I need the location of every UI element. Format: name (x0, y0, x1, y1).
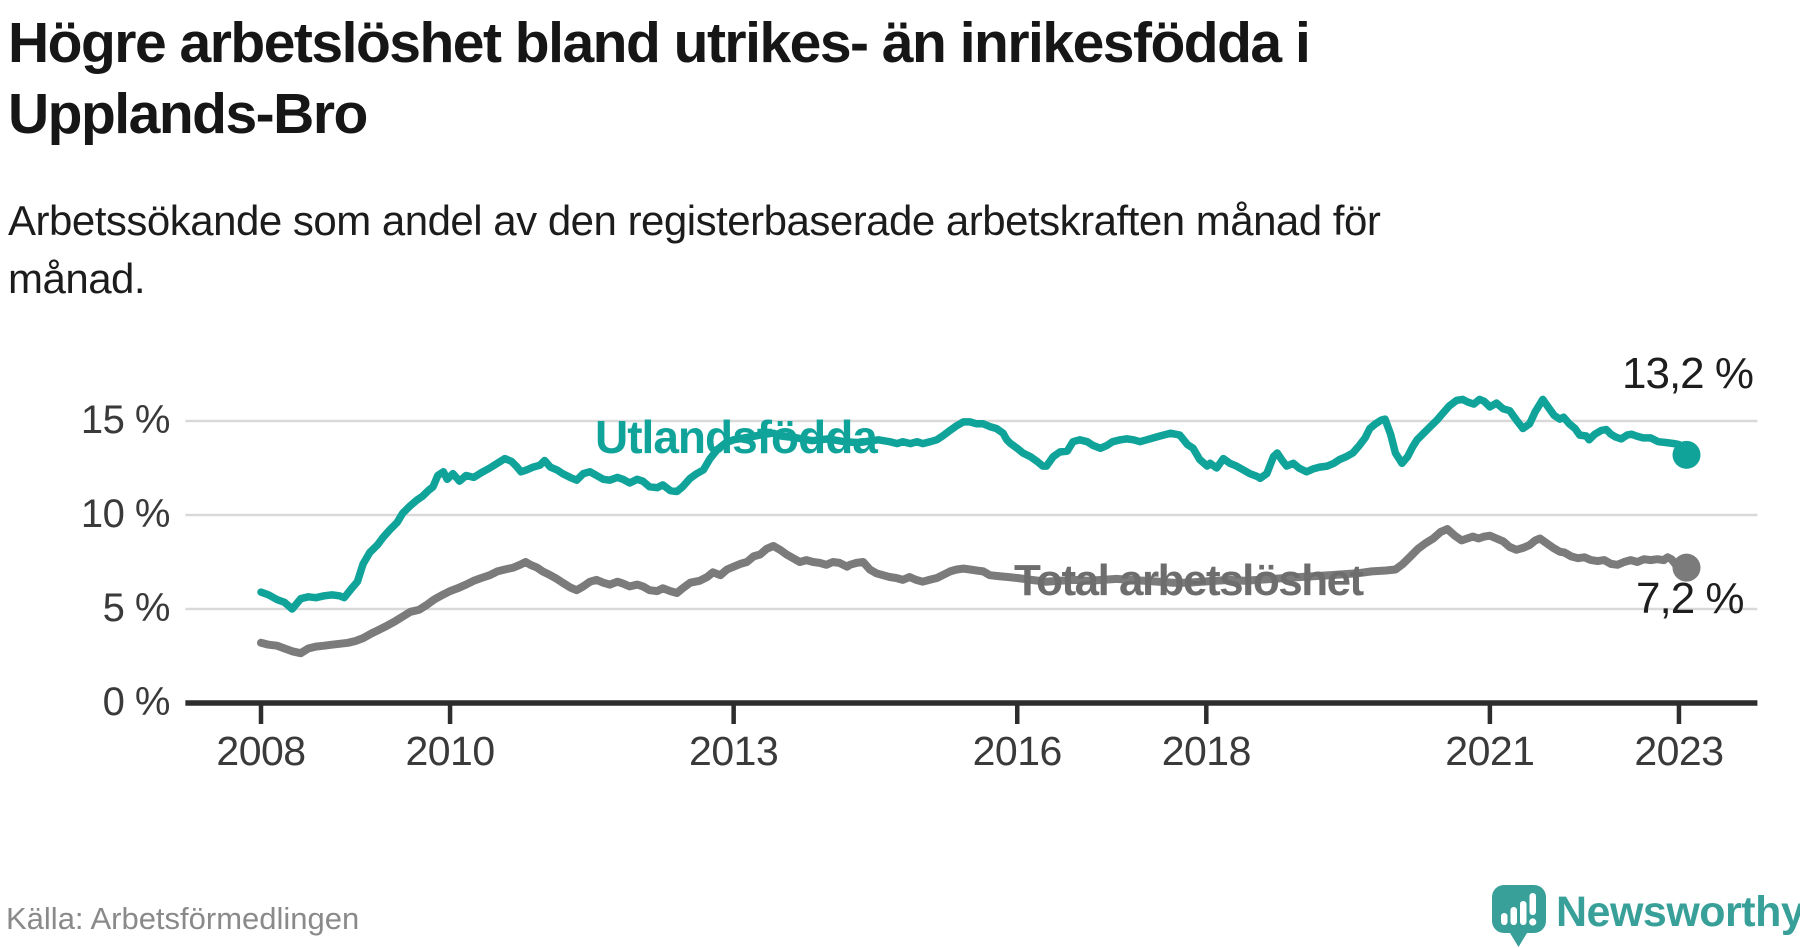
series-label-total-arbetsloshet: Total arbetslöshet (1014, 556, 1364, 605)
newsworthy-wordmark: Newsworthy (1556, 888, 1800, 936)
x-tick-label: 2023 (1634, 728, 1724, 774)
x-tick-label: 2008 (216, 728, 306, 774)
x-tick-label: 2021 (1445, 728, 1535, 774)
page-title-line-1: Högre arbetslöshet bland utrikes- än inr… (8, 11, 1311, 75)
x-tick-label: 2013 (689, 728, 779, 774)
end-value-label-total: 7,2 % (1636, 574, 1745, 623)
x-tick-label: 2018 (1161, 728, 1252, 774)
end-value-label-utlandsfodda: 13,2 % (1622, 349, 1754, 398)
chart-subtitle: Arbetssökande som andel av den registerb… (8, 192, 1381, 308)
y-tick-label: 5 % (102, 586, 171, 630)
page-title: Högre arbetslöshet bland utrikes- än inr… (8, 8, 1311, 150)
series-label-utlandsfodda: Utlandsfödda (595, 411, 878, 463)
y-tick-label: 0 % (102, 680, 171, 724)
series-end-dot-utlandsfodda (1672, 440, 1701, 469)
series-line-utlandsfodda (257, 395, 1691, 613)
chart-subtitle-line-1: Arbetssökande som andel av den registerb… (8, 197, 1381, 244)
page-title-line-2: Upplands-Bro (8, 82, 368, 146)
y-tick-label: 15 % (80, 398, 171, 442)
source-attribution: Källa: Arbetsförmedlingen (6, 901, 360, 936)
newsworthy-logo-icon (1492, 885, 1546, 947)
series-line-total (257, 525, 1691, 658)
x-tick-label: 2016 (972, 728, 1063, 774)
x-tick-label: 2010 (405, 728, 495, 774)
chart-subtitle-line-2: månad. (8, 255, 146, 302)
y-tick-label: 10 % (80, 492, 171, 536)
